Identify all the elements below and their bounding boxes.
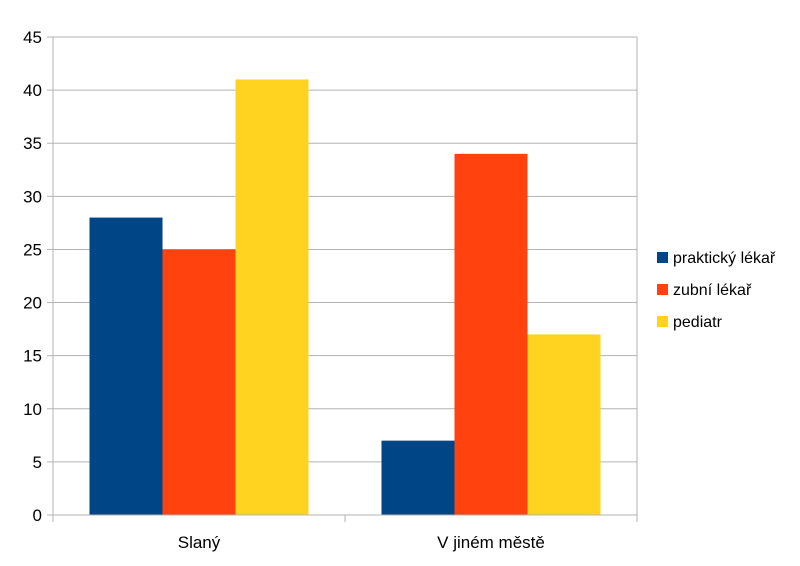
- y-tick-label: 45: [23, 28, 42, 47]
- legend-label: praktický lékař: [673, 250, 776, 267]
- y-axis: 0 5 10 15 20 25 30 35 40 45: [23, 28, 54, 525]
- y-tick-label: 25: [23, 240, 42, 259]
- bar-praktický-lékař-1: [381, 440, 455, 515]
- legend-label: pediatr: [673, 314, 723, 331]
- y-tick-label: 30: [23, 187, 42, 206]
- x-category-label: V jiném městě: [437, 533, 545, 552]
- legend-swatch: [657, 252, 668, 263]
- x-axis: Slaný V jiném městě: [52, 514, 638, 552]
- legend-swatch: [657, 316, 668, 327]
- y-tick-label: 10: [23, 400, 42, 419]
- bar-pediatr-1: [527, 334, 601, 515]
- legend-swatch: [657, 284, 668, 295]
- y-tick-label: 0: [33, 506, 42, 525]
- x-category-label: Slaný: [178, 533, 221, 552]
- legend: praktický lékař zubní lékař pediatr: [657, 250, 776, 331]
- bar-pediatr-0: [235, 79, 309, 515]
- y-tick-label: 5: [33, 453, 42, 472]
- y-tick-label: 20: [23, 294, 42, 313]
- bar-praktický-lékař-0: [89, 217, 163, 516]
- y-tick-label: 15: [23, 347, 42, 366]
- bar-zubní-lékař-0: [162, 249, 236, 515]
- y-tick-label: 35: [23, 134, 42, 153]
- bar-zubní-lékař-1: [454, 153, 528, 515]
- legend-label: zubní lékař: [673, 282, 752, 299]
- y-tick-label: 40: [23, 81, 42, 100]
- bars: [89, 79, 601, 516]
